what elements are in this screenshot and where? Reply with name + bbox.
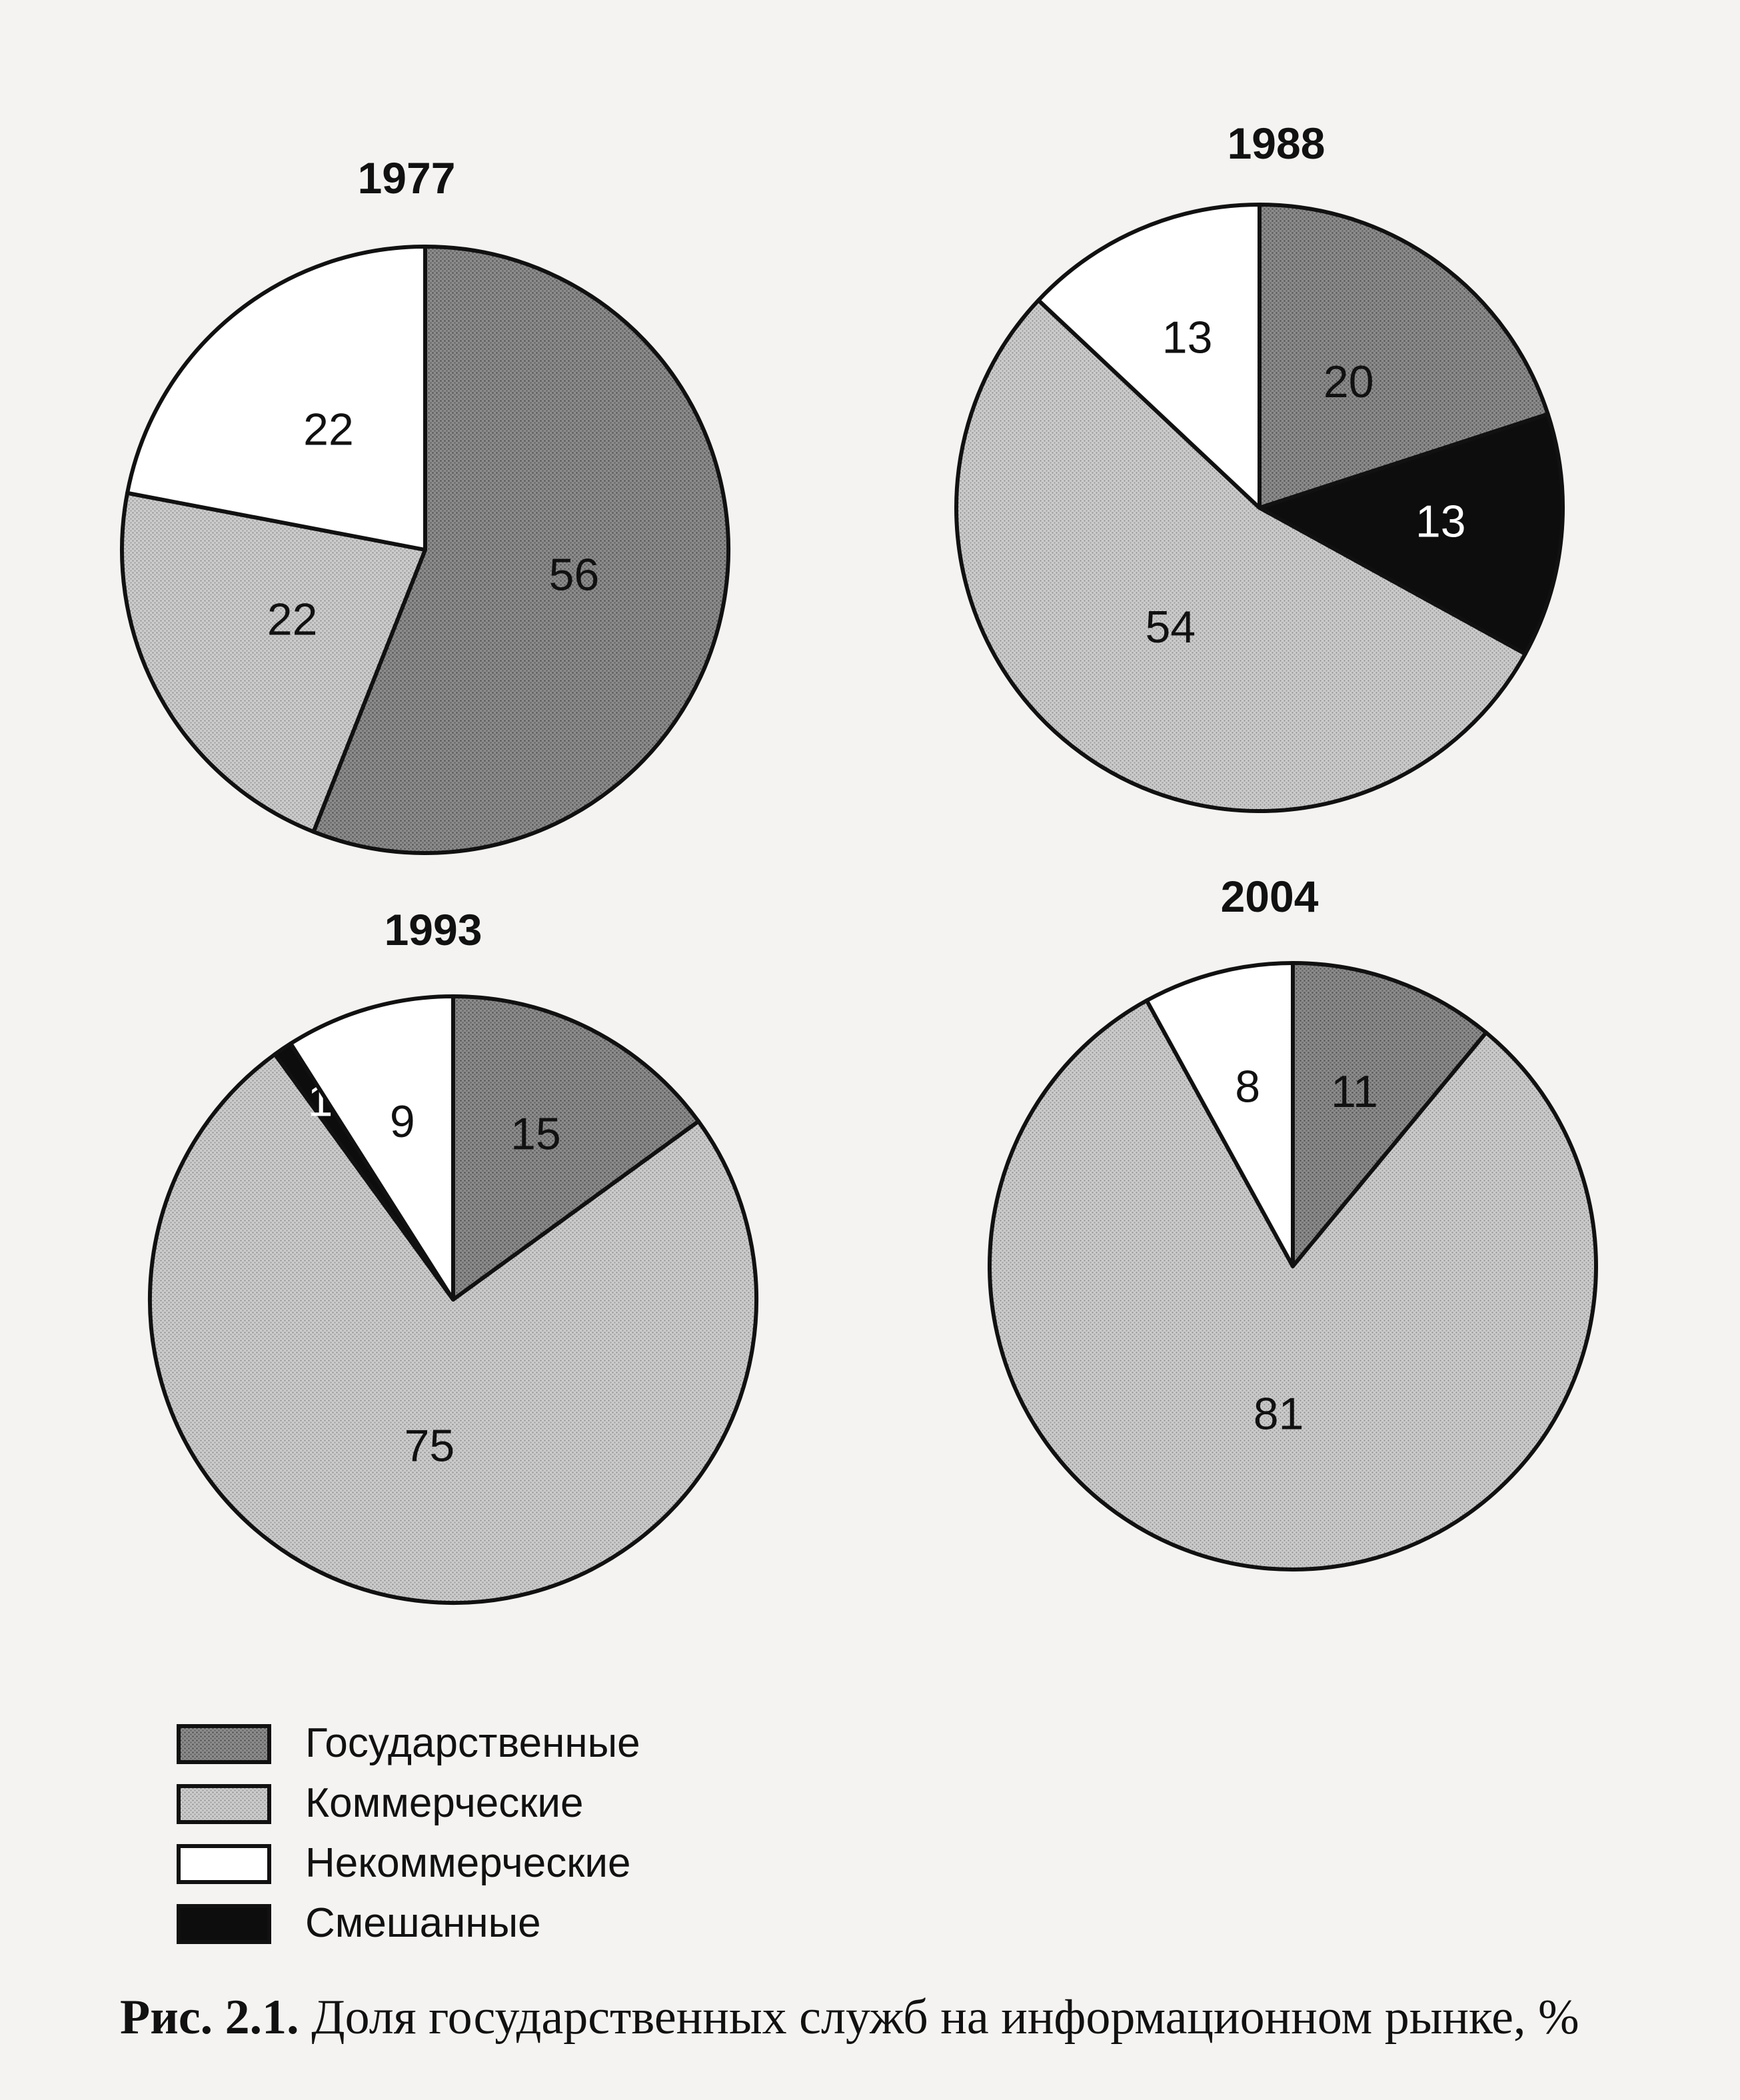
pie-chart-2004: 11 81 8 2004: [988, 872, 1598, 1572]
slice-state-2004: [1291, 961, 1489, 1268]
caption-prefix: Рис. 2.1.: [120, 1990, 299, 2045]
legend-label-mixed: Смешанные: [305, 1900, 541, 1946]
pie-title-2004: 2004: [1221, 872, 1319, 921]
slice-commercial-1993: [148, 1052, 758, 1605]
slice-commercial-1977: [120, 491, 427, 834]
slice-mixed-1988: [1258, 412, 1565, 656]
slice-commercial-1988: [954, 298, 1527, 813]
slice-state-1977: [311, 245, 730, 855]
slice-noncommercial-1988: [1036, 203, 1262, 510]
pie-title-1988: 1988: [1228, 119, 1325, 168]
slice-label-state-1993: 15: [510, 1109, 561, 1160]
slice-label-commercial-1977: 22: [267, 594, 318, 645]
legend-label-commercial: Коммерческие: [305, 1780, 583, 1826]
slice-commercial-2004: [988, 998, 1598, 1572]
pie-title-1977: 1977: [358, 153, 456, 203]
slice-label-noncommercial-2004: 8: [1235, 1062, 1260, 1112]
caption-text: Доля государственных служб на информацио…: [299, 1990, 1579, 2045]
legend-swatch-mixed: [177, 1904, 271, 1944]
slice-label-state-1988: 20: [1323, 357, 1374, 407]
pie-chart-1977: 56 22 22 1977: [120, 153, 730, 855]
legend-swatch-commercial: [177, 1784, 271, 1824]
slice-label-commercial-2004: 81: [1254, 1388, 1304, 1439]
slice-label-mixed-1988: 13: [1415, 497, 1466, 547]
legend: Государственные Коммерческие Некоммерчески…: [177, 1720, 640, 1946]
slice-label-commercial-1993: 75: [405, 1421, 455, 1472]
legend-swatch-noncommercial: [177, 1844, 271, 1884]
slice-noncommercial-1993: [289, 994, 455, 1302]
slice-label-noncommercial-1988: 13: [1162, 312, 1213, 363]
slice-label-noncommercial-1993: 9: [390, 1096, 415, 1147]
legend-label-state: Государственные: [305, 1720, 640, 1766]
legend-label-noncommercial: Некоммерческие: [305, 1840, 630, 1886]
slice-label-commercial-1988: 54: [1145, 602, 1196, 652]
slice-state-1988: [1258, 203, 1550, 510]
slice-noncommercial-2004: [1144, 961, 1295, 1268]
slice-label-state-2004: 11: [1331, 1066, 1378, 1117]
slice-noncommercial-1977: [125, 245, 427, 552]
figure-caption: Рис. 2.1. Доля государственных служб на …: [120, 1989, 1579, 2046]
pie-title-1993: 1993: [385, 905, 482, 954]
slice-label-noncommercial-1977: 22: [303, 405, 354, 455]
legend-swatch-state: [177, 1724, 271, 1764]
slice-label-state-1977: 56: [549, 550, 600, 600]
pie-chart-1988: 20 13 54 13 1988: [954, 119, 1565, 813]
slice-state-1993: [451, 994, 701, 1302]
